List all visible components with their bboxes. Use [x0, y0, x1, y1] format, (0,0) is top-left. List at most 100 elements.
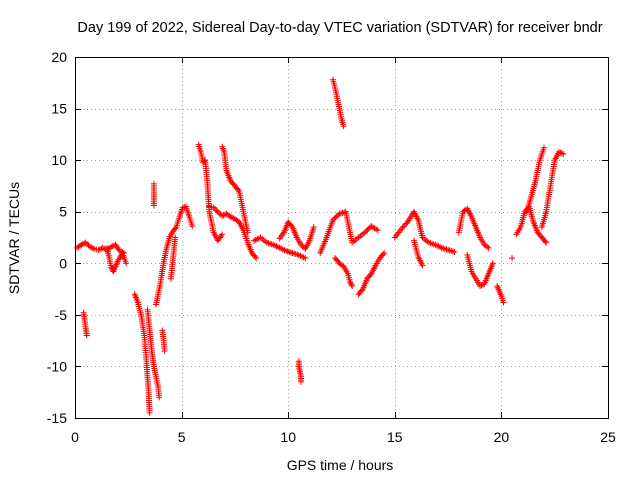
- series-t23: [464, 252, 496, 289]
- series-t26: [513, 203, 550, 246]
- data-point: [403, 220, 410, 227]
- data-point: [402, 221, 409, 228]
- data-point: [484, 243, 491, 250]
- data-point: [509, 255, 516, 262]
- data-point: [297, 378, 304, 385]
- data-point: [380, 251, 387, 258]
- data-point: [82, 239, 89, 246]
- data-point: [310, 224, 317, 231]
- series-t2: [80, 309, 90, 339]
- series-t4: [131, 291, 153, 416]
- data-point: [189, 223, 196, 230]
- data-point: [210, 204, 217, 211]
- y-tick-label: 5: [59, 204, 67, 220]
- series-t11: [206, 203, 260, 262]
- series-t9: [167, 234, 179, 282]
- series-t22: [455, 205, 492, 251]
- x-tick-label: 25: [600, 429, 616, 445]
- data-point: [108, 243, 115, 250]
- data-point: [229, 214, 236, 221]
- data-point: [252, 253, 259, 260]
- series-t21: [410, 237, 426, 269]
- data-point: [500, 299, 507, 306]
- series-t28: [538, 148, 567, 231]
- series-t25: [509, 255, 516, 262]
- data-point: [398, 226, 405, 233]
- data-point: [172, 234, 179, 241]
- data-point: [558, 150, 565, 157]
- y-tick-label: 20: [51, 49, 67, 65]
- series-t12: [219, 143, 251, 236]
- series-t14: [276, 219, 317, 252]
- series-t17: [317, 208, 381, 256]
- data-point: [116, 247, 123, 254]
- series-t3: [103, 244, 130, 275]
- y-tick-label: 10: [51, 152, 67, 168]
- axis-ticks: [75, 57, 609, 419]
- data-point: [83, 332, 90, 339]
- data-point: [81, 240, 88, 247]
- series-t27: [523, 144, 548, 215]
- x-tick-labels: 0 5 10 15 20 25: [71, 429, 616, 445]
- series-t19: [355, 249, 388, 298]
- data-point: [227, 213, 234, 220]
- series-t6: [150, 180, 157, 209]
- data-point: [219, 212, 226, 219]
- data-points: [74, 76, 567, 416]
- data-point: [478, 282, 485, 289]
- data-point: [88, 244, 95, 251]
- series-t7: [153, 203, 196, 308]
- data-point: [419, 262, 426, 269]
- data-point: [555, 148, 562, 155]
- series-t20: [391, 208, 458, 255]
- data-point: [302, 255, 309, 262]
- data-point: [374, 227, 381, 234]
- series-t8: [159, 327, 168, 354]
- data-point: [451, 248, 458, 255]
- data-point: [253, 255, 260, 262]
- data-point: [543, 239, 550, 246]
- data-point: [78, 241, 85, 248]
- data-point: [340, 123, 347, 130]
- y-tick-label: -15: [47, 410, 67, 426]
- data-point: [358, 287, 365, 294]
- x-axis-label: GPS time / hours: [287, 457, 394, 473]
- plot-frame: [75, 57, 609, 419]
- data-point: [541, 144, 548, 151]
- data-point: [156, 394, 163, 401]
- data-point: [347, 280, 354, 287]
- chart-title: Day 199 of 2022, Sidereal Day-to-day VTE…: [77, 20, 602, 36]
- data-point: [214, 208, 221, 215]
- data-point: [96, 246, 103, 253]
- data-point: [542, 238, 549, 245]
- data-point: [557, 149, 564, 156]
- data-point: [172, 225, 179, 232]
- data-point: [381, 249, 388, 256]
- data-point: [477, 282, 484, 289]
- x-tick-label: 20: [494, 429, 510, 445]
- data-point: [399, 224, 406, 231]
- series-t16: [329, 76, 347, 130]
- y-tick-labels: -15 -10 -5 0 5 10 15 20: [47, 49, 67, 426]
- series-t24: [494, 282, 507, 306]
- data-point: [86, 243, 93, 250]
- y-tick-label: 15: [51, 101, 67, 117]
- data-point: [299, 243, 306, 250]
- series-t15: [295, 358, 304, 385]
- data-point: [219, 231, 226, 238]
- y-tick-label: -5: [55, 307, 68, 323]
- data-point: [146, 409, 153, 416]
- data-point: [116, 255, 123, 262]
- x-tick-label: 10: [280, 429, 296, 445]
- data-point: [489, 260, 496, 267]
- data-point: [347, 278, 354, 285]
- data-point: [84, 241, 91, 248]
- data-point: [89, 245, 96, 252]
- y-tick-label: -10: [47, 358, 67, 374]
- data-point: [216, 210, 223, 217]
- series-t18: [332, 255, 356, 289]
- y-axis-label: SDTVAR / TECUs: [6, 182, 22, 294]
- data-point: [297, 241, 304, 248]
